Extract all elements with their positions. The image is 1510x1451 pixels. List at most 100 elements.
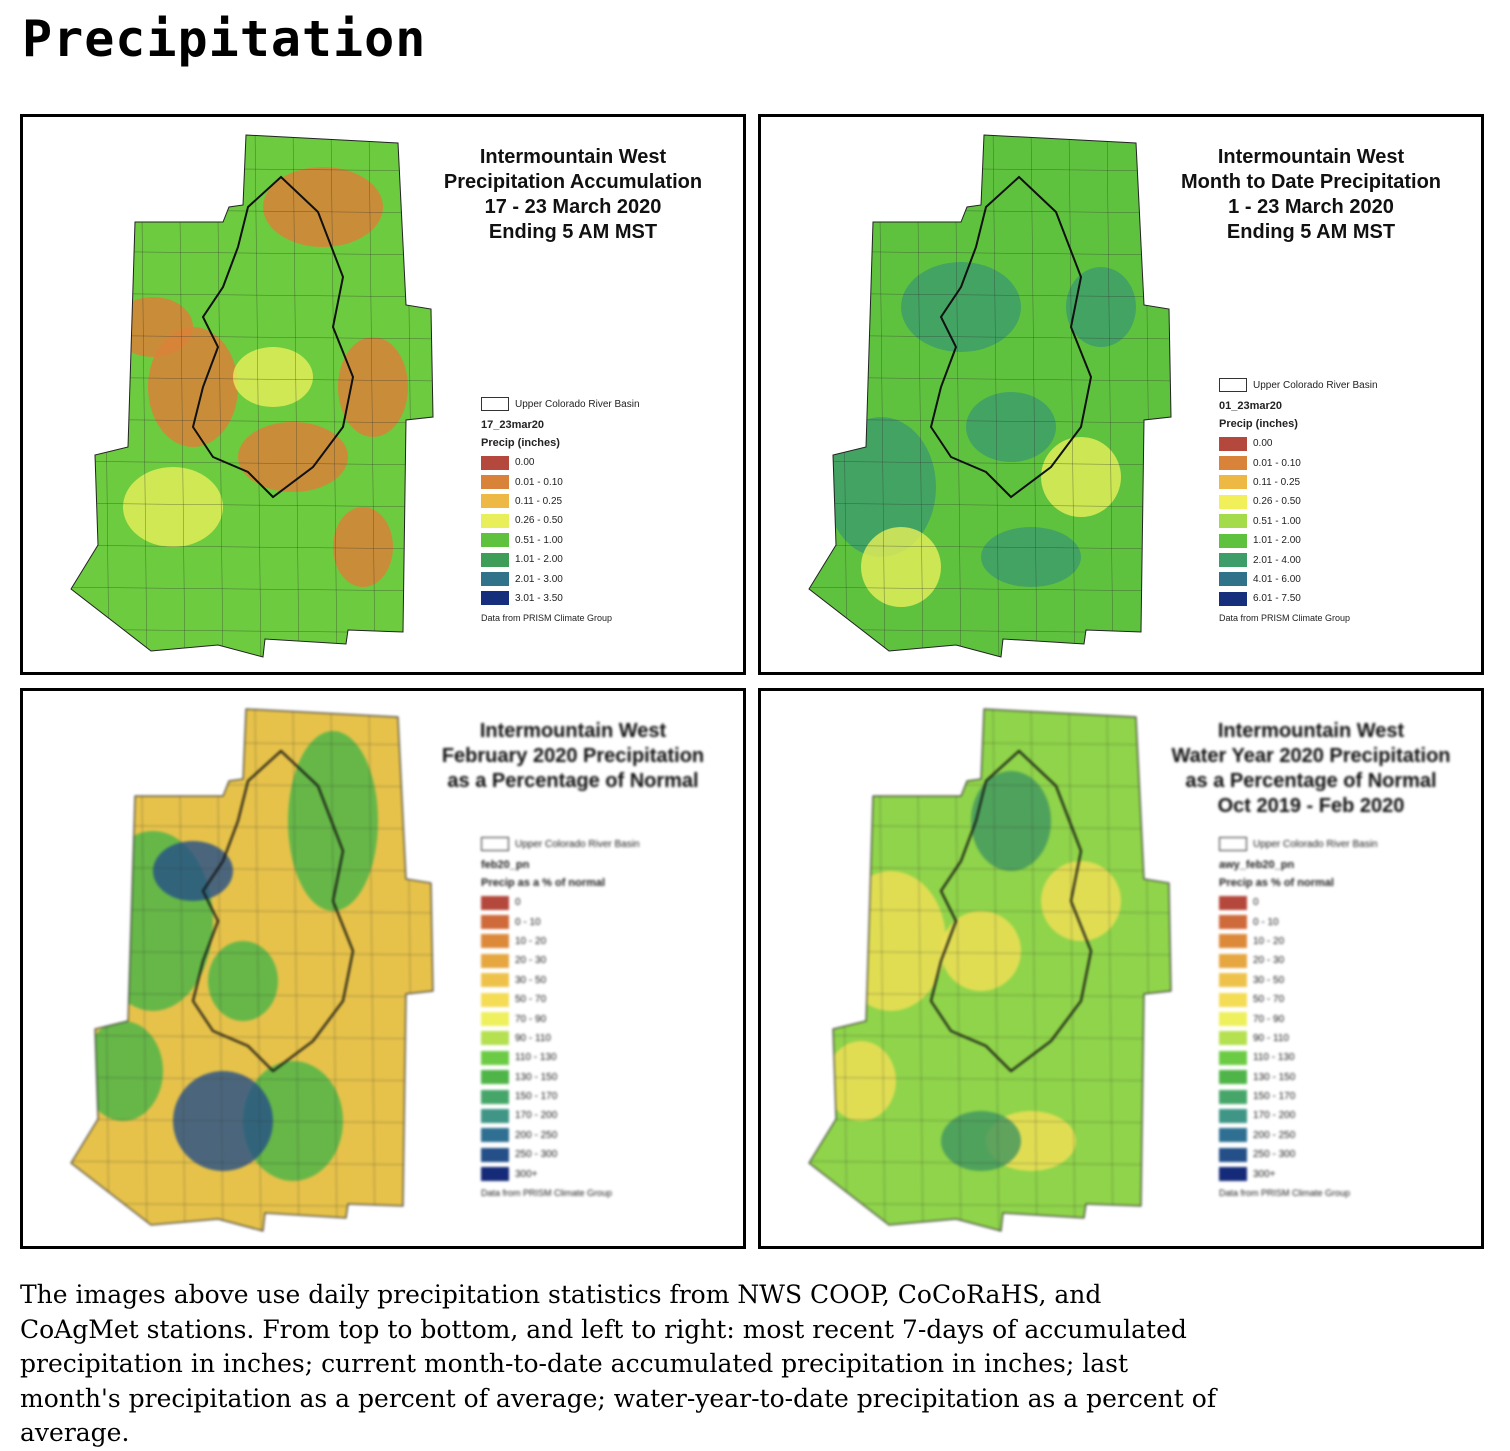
legend-item: 0.11 - 0.25 <box>481 492 640 511</box>
page-title: Precipitation <box>22 10 427 68</box>
region-map <box>70 708 434 1232</box>
legend-item: 0 - 10 <box>1219 912 1378 931</box>
legend-swatch <box>481 953 509 968</box>
legend-swatch <box>481 1089 509 1104</box>
legend-item-label: 0 - 10 <box>515 916 541 928</box>
legend-item: 170 - 200 <box>481 1106 640 1125</box>
legend-item-label: 300+ <box>515 1168 538 1180</box>
precip-zone <box>83 1021 163 1121</box>
legend-item-label: 2.01 - 3.00 <box>515 573 563 585</box>
upper-colorado-basin-outline <box>929 749 1093 1073</box>
legend-item-label: 30 - 50 <box>1253 974 1285 986</box>
legend-swatch <box>1219 553 1247 568</box>
legend-swatch <box>481 1167 509 1182</box>
precip-zone <box>901 262 1021 352</box>
precip-zone <box>113 297 193 357</box>
legend-swatch <box>1219 953 1247 968</box>
basin-outline-swatch <box>481 837 509 851</box>
panel-water-year-percent-normal: Intermountain West Water Year 2020 Preci… <box>758 688 1484 1249</box>
legend-item-label: 0 <box>1253 897 1259 909</box>
legend-item-label: 250 - 300 <box>1253 1149 1296 1161</box>
data-source: Data from PRISM Climate Group <box>1219 613 1351 623</box>
legend-swatch <box>1219 1147 1247 1162</box>
state-outline <box>70 134 434 658</box>
legend-swatch <box>1219 934 1247 949</box>
legend-item-label: 0.01 - 0.10 <box>515 476 563 488</box>
panel-title: Intermountain West Precipitation Accumul… <box>443 146 703 243</box>
legend-item: 3.01 - 3.50 <box>481 589 640 608</box>
panel-title: Intermountain West Water Year 2020 Preci… <box>1171 720 1451 817</box>
legend-swatch <box>481 552 509 567</box>
legend-swatch <box>481 1147 509 1162</box>
legend-item-label: 1.01 - 2.00 <box>1253 535 1301 547</box>
legend-item-label: 0.00 <box>515 457 535 469</box>
legend-layer-name: 17_23mar20 <box>481 419 545 431</box>
region-map <box>808 134 1172 658</box>
legend-item-label: 90 - 110 <box>1253 1032 1289 1044</box>
precip-zone <box>826 1041 896 1121</box>
legend-swatch <box>1219 895 1247 910</box>
legend-item: 0.00 <box>481 453 640 472</box>
state-outline <box>70 708 434 1232</box>
legend-swatch <box>481 475 509 490</box>
legend-swatch <box>481 494 509 509</box>
legend-swatch <box>1219 1108 1247 1123</box>
legend-item-label: 1.01 - 2.00 <box>515 554 563 566</box>
region-map <box>70 134 434 658</box>
legend-item: 20 - 30 <box>481 951 640 970</box>
legend-item: 0.01 - 0.10 <box>1219 453 1378 472</box>
legend-item: 0.00 <box>1219 434 1378 453</box>
legend-item-label: 0.26 - 0.50 <box>515 515 563 527</box>
legend-item: 110 - 130 <box>481 1048 640 1067</box>
legend-item: 150 - 170 <box>481 1087 640 1106</box>
legend-item: 70 - 90 <box>481 1009 640 1028</box>
legend-swatch <box>1219 1012 1247 1027</box>
legend-swatch <box>481 455 509 470</box>
legend-swatch <box>481 1070 509 1085</box>
legend-item: 30 - 50 <box>1219 971 1378 990</box>
map-legend: Upper Colorado River Basin awy_feb20_pn … <box>1219 835 1378 1184</box>
legend-item-label: 0.01 - 0.10 <box>1253 457 1301 469</box>
legend-swatch <box>481 533 509 548</box>
precip-zone <box>208 941 278 1021</box>
precip-zone <box>966 392 1056 462</box>
legend-item-label: 150 - 170 <box>1253 1091 1296 1103</box>
legend-item-label: 0.11 - 0.25 <box>1253 476 1301 488</box>
data-source: Data from PRISM Climate Group <box>1219 1188 1351 1198</box>
region-map <box>808 708 1172 1232</box>
precip-zone <box>836 871 946 1011</box>
legend-heading: Precip (inches) <box>481 437 560 449</box>
basin-outline-swatch <box>1219 378 1247 392</box>
legend-item: 6.01 - 7.50 <box>1219 589 1378 608</box>
legend-item-label: 3.01 - 3.50 <box>515 592 563 604</box>
upper-colorado-basin-outline <box>191 175 355 499</box>
legend-layer-name: 01_23mar20 <box>1219 400 1283 412</box>
precip-zone <box>263 167 383 247</box>
legend-basin-label: Upper Colorado River Basin <box>515 838 640 850</box>
legend-layer-name: feb20_pn <box>481 859 530 871</box>
legend-swatch <box>481 915 509 930</box>
legend-item: 0.26 - 0.50 <box>1219 492 1378 511</box>
legend-swatch <box>481 591 509 606</box>
upper-colorado-basin-outline <box>191 749 355 1073</box>
precip-zone <box>981 527 1081 587</box>
legend-heading: Precip as a % of normal <box>481 877 606 889</box>
precip-zone <box>941 1111 1021 1171</box>
legend-swatch <box>1219 456 1247 471</box>
precip-zone <box>238 422 348 492</box>
legend-swatch <box>481 1128 509 1143</box>
data-source: Data from PRISM Climate Group <box>481 613 613 623</box>
legend-swatch <box>481 513 509 528</box>
legend-item: 0.26 - 0.50 <box>481 511 640 530</box>
legend-item: 4.01 - 6.00 <box>1219 570 1378 589</box>
legend-item: 200 - 250 <box>481 1126 640 1145</box>
precip-zone <box>233 347 313 407</box>
legend-item: 0.01 - 0.10 <box>481 472 640 491</box>
legend-item: 200 - 250 <box>1219 1126 1378 1145</box>
legend-item: 250 - 300 <box>1219 1145 1378 1164</box>
legend-item-label: 50 - 70 <box>1253 994 1285 1006</box>
legend-item: 90 - 110 <box>1219 1029 1378 1048</box>
precip-zone <box>1066 267 1136 347</box>
legend-item-label: 30 - 50 <box>515 974 547 986</box>
legend-swatch <box>481 1031 509 1046</box>
